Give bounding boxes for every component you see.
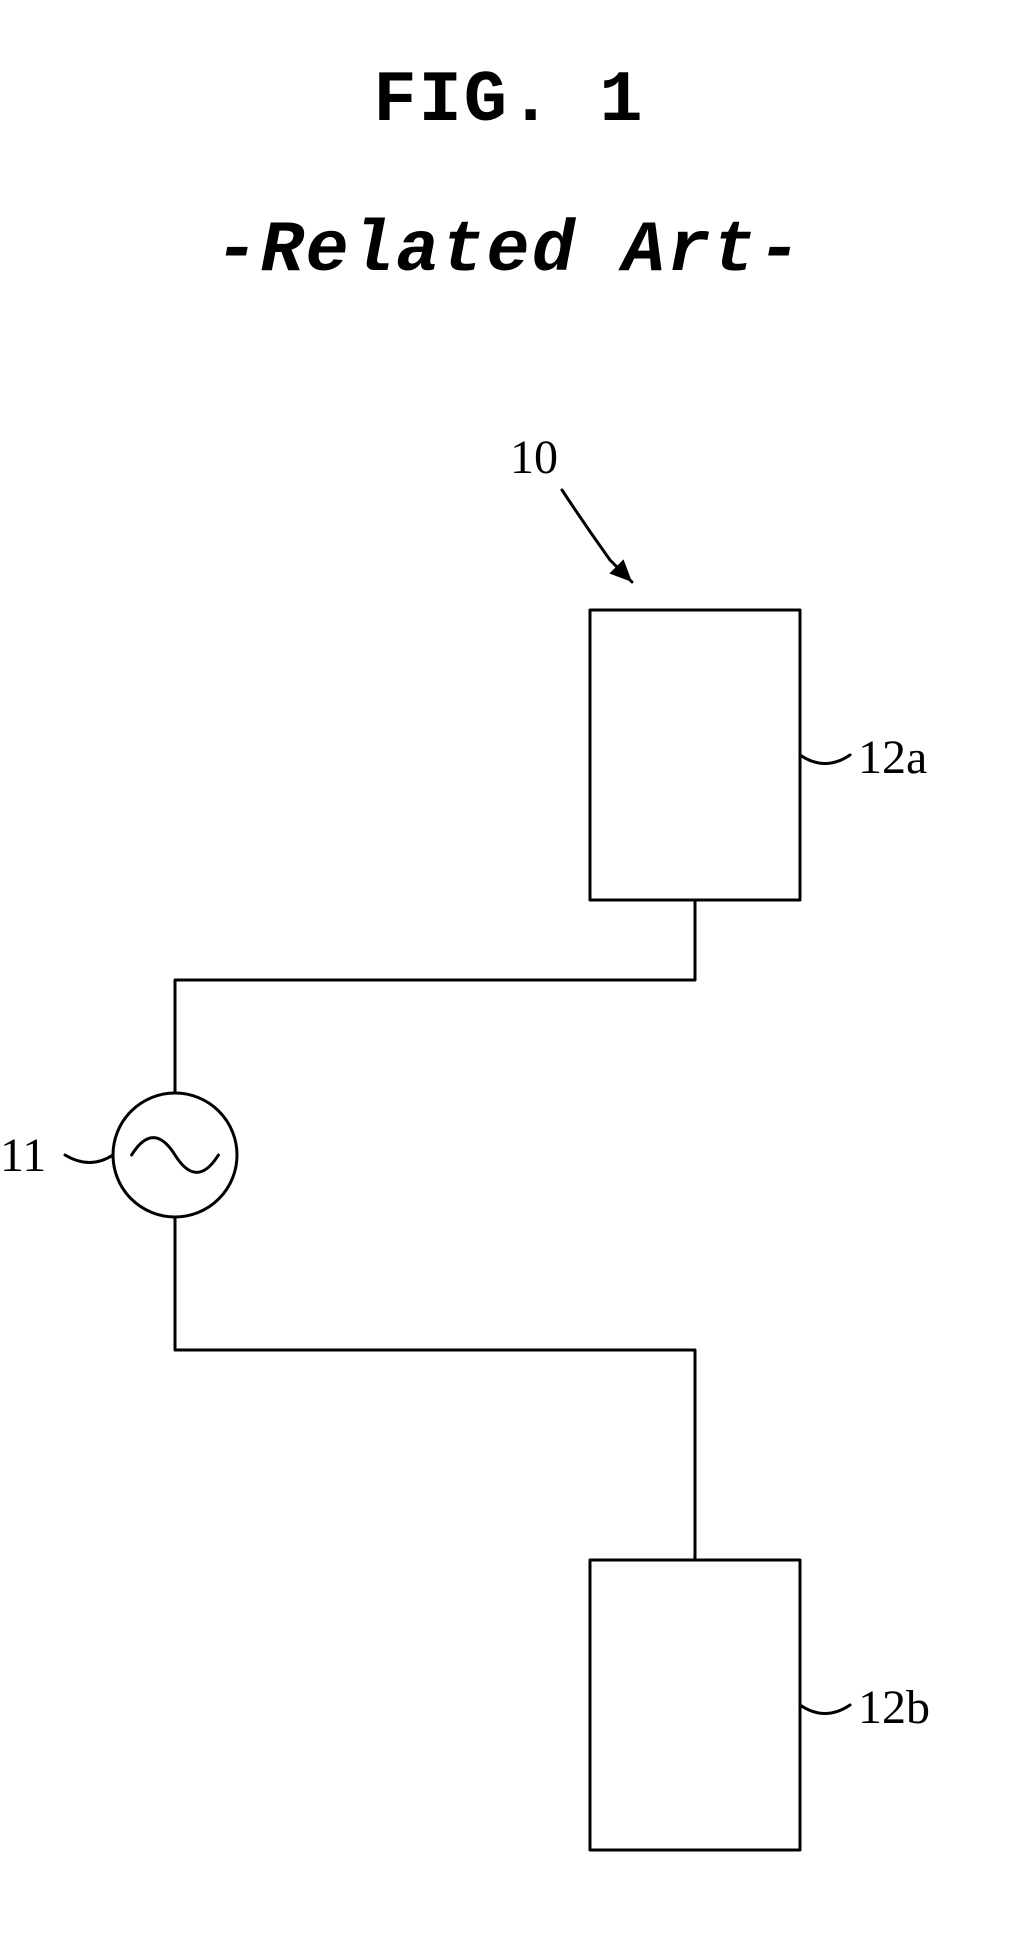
ref-label-11: 11 xyxy=(0,1128,46,1183)
circuit-diagram xyxy=(0,0,1018,1934)
device-12a-box xyxy=(590,610,800,900)
ac-source-sine xyxy=(132,1138,219,1173)
ref-label-12b: 12b xyxy=(858,1680,930,1735)
device-12b-box xyxy=(590,1560,800,1850)
figure-page: FIG. 1 -Related Art- 10 11 12a 12b xyxy=(0,0,1018,1934)
leader-12a xyxy=(800,755,850,764)
ref-label-10: 10 xyxy=(510,430,558,485)
leader-12b xyxy=(800,1705,850,1714)
wire-bottom xyxy=(175,1217,695,1560)
ref-label-12a: 12a xyxy=(858,730,927,785)
leader-11 xyxy=(65,1155,113,1163)
wire-top xyxy=(175,900,695,1093)
